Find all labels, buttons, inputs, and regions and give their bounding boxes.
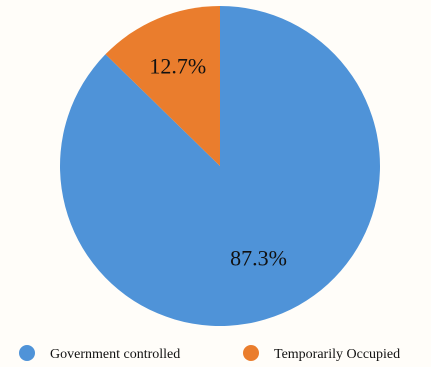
pie-slice-government-controlled: [60, 6, 380, 327]
legend-swatch-government-controlled: [19, 345, 35, 361]
pie-slice-temporarily-occupied: [105, 6, 220, 166]
legend-swatch-temporarily-occupied: [243, 345, 259, 361]
legend-label-temporarily-occupied: Temporarily Occupied: [274, 347, 400, 362]
pie-slice-labels: 87.3% 12.7%: [149, 54, 287, 271]
pie-label-government-controlled: 87.3%: [230, 245, 287, 270]
chart-legend: Government controlled Temporarily Occupi…: [19, 345, 400, 362]
pie-slices: [60, 6, 380, 327]
pie-label-temporarily-occupied: 12.7%: [149, 54, 206, 79]
legend-label-government-controlled: Government controlled: [50, 347, 180, 362]
